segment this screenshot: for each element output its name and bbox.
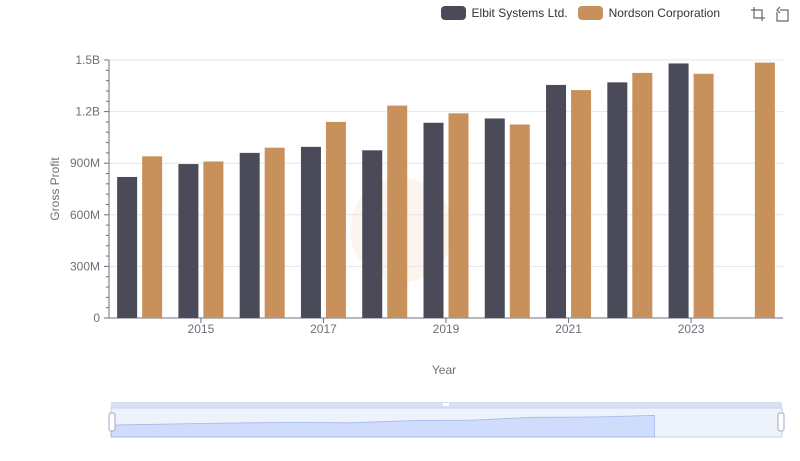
- bar-elbit-2015[interactable]: [178, 164, 199, 318]
- bar-nordson-2020[interactable]: [509, 124, 530, 319]
- x-tick-label: 2017: [310, 322, 337, 336]
- legend-label-nordson: Nordson Corporation: [608, 6, 720, 20]
- zoom-preview-area: [110, 414, 655, 438]
- zoom-handle-right[interactable]: [777, 412, 785, 432]
- bar-elbit-2016[interactable]: [239, 152, 260, 318]
- legend-label-elbit: Elbit Systems Ltd.: [471, 6, 568, 20]
- zoom-handle-left[interactable]: [108, 412, 116, 432]
- y-tick-label: 0: [93, 311, 100, 325]
- y-axis-title: Gross Profit: [48, 157, 62, 221]
- bar-elbit-2023[interactable]: [668, 63, 689, 318]
- bar-nordson-2014[interactable]: [142, 156, 163, 318]
- legend-swatch-nordson: [577, 6, 603, 20]
- bar-elbit-2018[interactable]: [362, 150, 383, 318]
- x-tick-label: 2019: [433, 322, 460, 336]
- y-tick-label: 1.2B: [75, 105, 100, 119]
- y-tick-label: 300M: [70, 259, 100, 273]
- bar-nordson-2016[interactable]: [264, 147, 285, 318]
- y-axis: 0 300M 600M 900M 1.2B 1.5B: [70, 53, 110, 325]
- data-zoom-slider[interactable]: [108, 402, 785, 438]
- bar-nordson-2018[interactable]: [387, 105, 408, 318]
- bars: [117, 62, 775, 319]
- x-axis-title: Year: [432, 363, 456, 377]
- legend-swatch-elbit: [440, 6, 466, 20]
- bar-elbit-2020[interactable]: [484, 118, 505, 318]
- zoom-icon[interactable]: [750, 6, 766, 22]
- bar-elbit-2014[interactable]: [117, 176, 138, 318]
- x-tick-label: 2021: [555, 322, 582, 336]
- bar-elbit-2021[interactable]: [546, 84, 567, 318]
- x-tick-label: 2023: [678, 322, 705, 336]
- y-tick-label: 600M: [70, 208, 100, 222]
- zoom-grip[interactable]: [443, 403, 449, 406]
- x-axis: 2015 2017 2019 2021 2023: [109, 317, 783, 336]
- bar-nordson-2017[interactable]: [325, 121, 346, 318]
- restore-icon[interactable]: [774, 6, 790, 22]
- legend-item-nordson[interactable]: Nordson Corporation: [577, 6, 720, 20]
- y-tick-label: 900M: [70, 156, 100, 170]
- bar-elbit-2019[interactable]: [423, 122, 444, 318]
- x-tick-label: 2015: [188, 322, 215, 336]
- legend-item-elbit[interactable]: Elbit Systems Ltd.: [440, 6, 568, 20]
- bar-nordson-2019[interactable]: [448, 113, 469, 318]
- legend: Elbit Systems Ltd. Nordson Corporation: [440, 4, 720, 22]
- bar-elbit-2022[interactable]: [607, 82, 628, 318]
- bar-nordson-2021[interactable]: [571, 90, 592, 318]
- bar-nordson-2024[interactable]: [754, 62, 775, 318]
- bar-elbit-2017[interactable]: [300, 146, 321, 318]
- toolbox: [750, 6, 790, 22]
- y-tick-label: 1.5B: [75, 53, 100, 67]
- bar-nordson-2022[interactable]: [632, 72, 653, 319]
- bar-nordson-2015[interactable]: [203, 161, 224, 318]
- bar-nordson-2023[interactable]: [693, 73, 714, 318]
